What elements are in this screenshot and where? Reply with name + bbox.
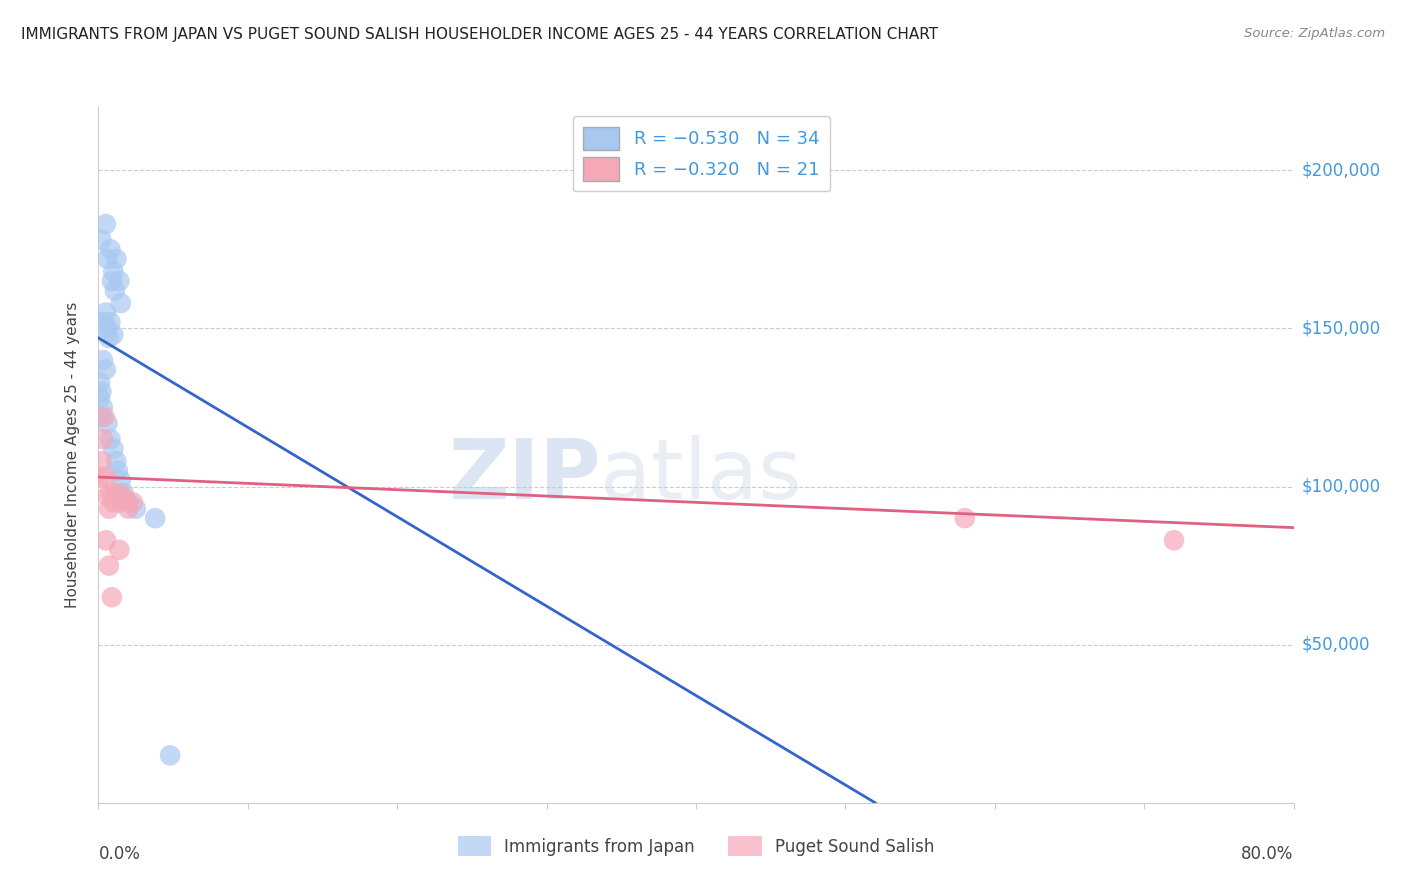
Point [93, 409, 115, 424]
Point [97, 331, 120, 345]
Point [90, 454, 112, 468]
Point [98, 486, 122, 500]
Point [105, 454, 128, 468]
Point [94, 305, 117, 319]
Point [159, 748, 181, 763]
Text: Source: ZipAtlas.com: Source: ZipAtlas.com [1244, 27, 1385, 40]
Point [98, 315, 122, 329]
Point [94, 362, 117, 376]
Text: 0.0%: 0.0% [98, 845, 141, 863]
Point [110, 473, 132, 487]
Text: $50,000: $50,000 [1302, 636, 1371, 654]
Point [96, 489, 118, 503]
Point [96, 321, 118, 335]
Point [97, 501, 120, 516]
Point [94, 217, 117, 231]
Point [105, 252, 128, 266]
Point [98, 432, 122, 446]
Point [103, 442, 125, 456]
Point [91, 353, 114, 368]
Point [97, 558, 120, 573]
Text: $200,000: $200,000 [1302, 161, 1381, 179]
Point [103, 264, 125, 278]
Point [91, 401, 114, 415]
Point [108, 274, 131, 288]
Point [91, 315, 114, 329]
Text: atlas: atlas [600, 435, 801, 516]
Point [94, 533, 117, 548]
Point [96, 417, 118, 431]
Point [90, 233, 112, 247]
Point [112, 486, 135, 500]
Y-axis label: Householder Income Ages 25 - 44 years: Householder Income Ages 25 - 44 years [65, 301, 80, 608]
Point [96, 252, 118, 266]
Point [101, 591, 124, 605]
Point [89, 375, 111, 389]
Point [117, 501, 139, 516]
Legend: Immigrants from Japan, Puget Sound Salish: Immigrants from Japan, Puget Sound Salis… [450, 828, 942, 864]
Point [143, 511, 166, 525]
Point [121, 495, 143, 509]
Point [107, 464, 129, 478]
Point [108, 542, 131, 557]
Point [101, 274, 124, 288]
Point [91, 432, 114, 446]
Point [89, 391, 111, 405]
Text: ZIP: ZIP [449, 435, 600, 516]
Point [114, 492, 136, 507]
Point [104, 284, 127, 298]
Point [103, 327, 125, 342]
Point [98, 243, 122, 257]
Text: IMMIGRANTS FROM JAPAN VS PUGET SOUND SALISH HOUSEHOLDER INCOME AGES 25 - 44 YEAR: IMMIGRANTS FROM JAPAN VS PUGET SOUND SAL… [21, 27, 938, 42]
Point [953, 511, 976, 525]
Text: 80.0%: 80.0% [1241, 845, 1294, 863]
Point [1163, 533, 1185, 548]
Point [94, 470, 117, 484]
Point [111, 489, 134, 503]
Point [90, 409, 112, 424]
Point [108, 495, 131, 509]
Text: $150,000: $150,000 [1302, 319, 1381, 337]
Point [105, 486, 128, 500]
Point [117, 495, 139, 509]
Point [89, 470, 111, 484]
Point [125, 501, 148, 516]
Point [90, 384, 112, 399]
Point [110, 296, 132, 310]
Point [103, 495, 125, 509]
Text: $100,000: $100,000 [1302, 477, 1381, 496]
